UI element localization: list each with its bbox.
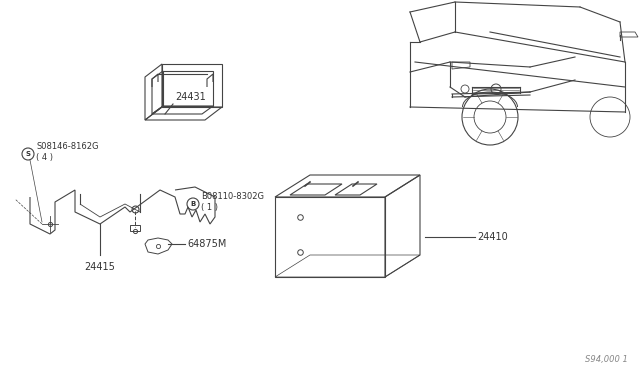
Text: B08110-8302G
( 1 ): B08110-8302G ( 1 ) bbox=[201, 192, 264, 212]
Text: B: B bbox=[190, 201, 196, 207]
Text: 24410: 24410 bbox=[477, 232, 508, 242]
Text: 24431: 24431 bbox=[175, 92, 205, 102]
Text: S08146-8162G
( 4 ): S08146-8162G ( 4 ) bbox=[36, 142, 99, 162]
Text: 64875M: 64875M bbox=[187, 239, 227, 249]
Text: 24415: 24415 bbox=[84, 262, 115, 272]
Text: S: S bbox=[26, 151, 31, 157]
Text: S94,000 1: S94,000 1 bbox=[585, 355, 628, 364]
